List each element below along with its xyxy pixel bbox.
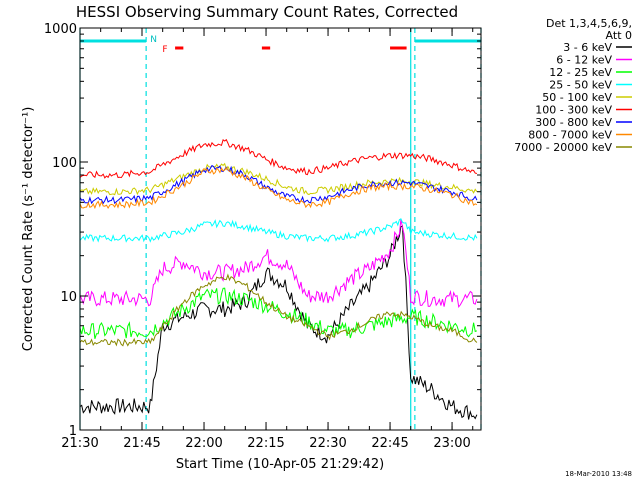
x-tick-label: 22:15 (247, 436, 284, 451)
x-axis-label: Start Time (10-Apr-05 21:29:42) (176, 457, 384, 472)
x-tick-label: 22:45 (371, 436, 408, 451)
legend-label: 7000 - 20000 keV (514, 141, 612, 154)
series-line-1 (79, 219, 478, 308)
y-tick-label: 1000 (44, 22, 77, 37)
timestamp: 18-Mar-2010 13:48 (565, 470, 632, 478)
series-line-8 (79, 273, 478, 347)
y-axis-label: Corrected Count Rate (s⁻¹ detector⁻¹) (21, 107, 36, 352)
legend-header-line2: Att 0 (606, 29, 632, 42)
x-tick-label: 22:00 (185, 436, 222, 451)
series-line-7 (79, 167, 478, 210)
chart-title: HESSI Observing Summary Count Rates, Cor… (76, 3, 458, 21)
series-layer (79, 138, 478, 420)
y-axis: 1 10 100 1000 (44, 22, 481, 439)
legend-label: 100 - 300 keV (535, 104, 612, 117)
legend-header-line1: Det 1,3,4,5,6,9, (546, 17, 632, 30)
legend-label: 50 - 100 keV (542, 91, 612, 104)
x-tick-label: 21:30 (61, 436, 98, 451)
legend-label: 300 - 800 keV (535, 116, 612, 129)
y-tick-label: 1 (69, 424, 77, 439)
legend-label: 3 - 6 keV (563, 41, 612, 54)
series-line-3 (79, 218, 478, 243)
x-tick-label: 21:45 (123, 436, 160, 451)
series-line-0 (79, 225, 478, 420)
y-tick-label: 100 (52, 156, 77, 171)
series-line-5 (79, 138, 478, 179)
y-tick-label: 10 (60, 290, 77, 305)
plot-frame (79, 27, 482, 431)
legend-label: 25 - 50 keV (549, 79, 612, 92)
f-flag-label: F (162, 45, 167, 55)
x-tick-label: 23:00 (433, 436, 470, 451)
x-axis: 21:30 21:45 22:00 22:15 22:30 22:45 23:00 (61, 28, 474, 451)
x-tick-label: 22:30 (309, 436, 346, 451)
legend-label: 800 - 7000 keV (528, 129, 612, 142)
n-flag-label: N (150, 35, 157, 45)
series-line-6 (79, 164, 478, 205)
legend-label: 12 - 25 keV (549, 66, 612, 79)
legend-label: 6 - 12 keV (556, 54, 612, 67)
